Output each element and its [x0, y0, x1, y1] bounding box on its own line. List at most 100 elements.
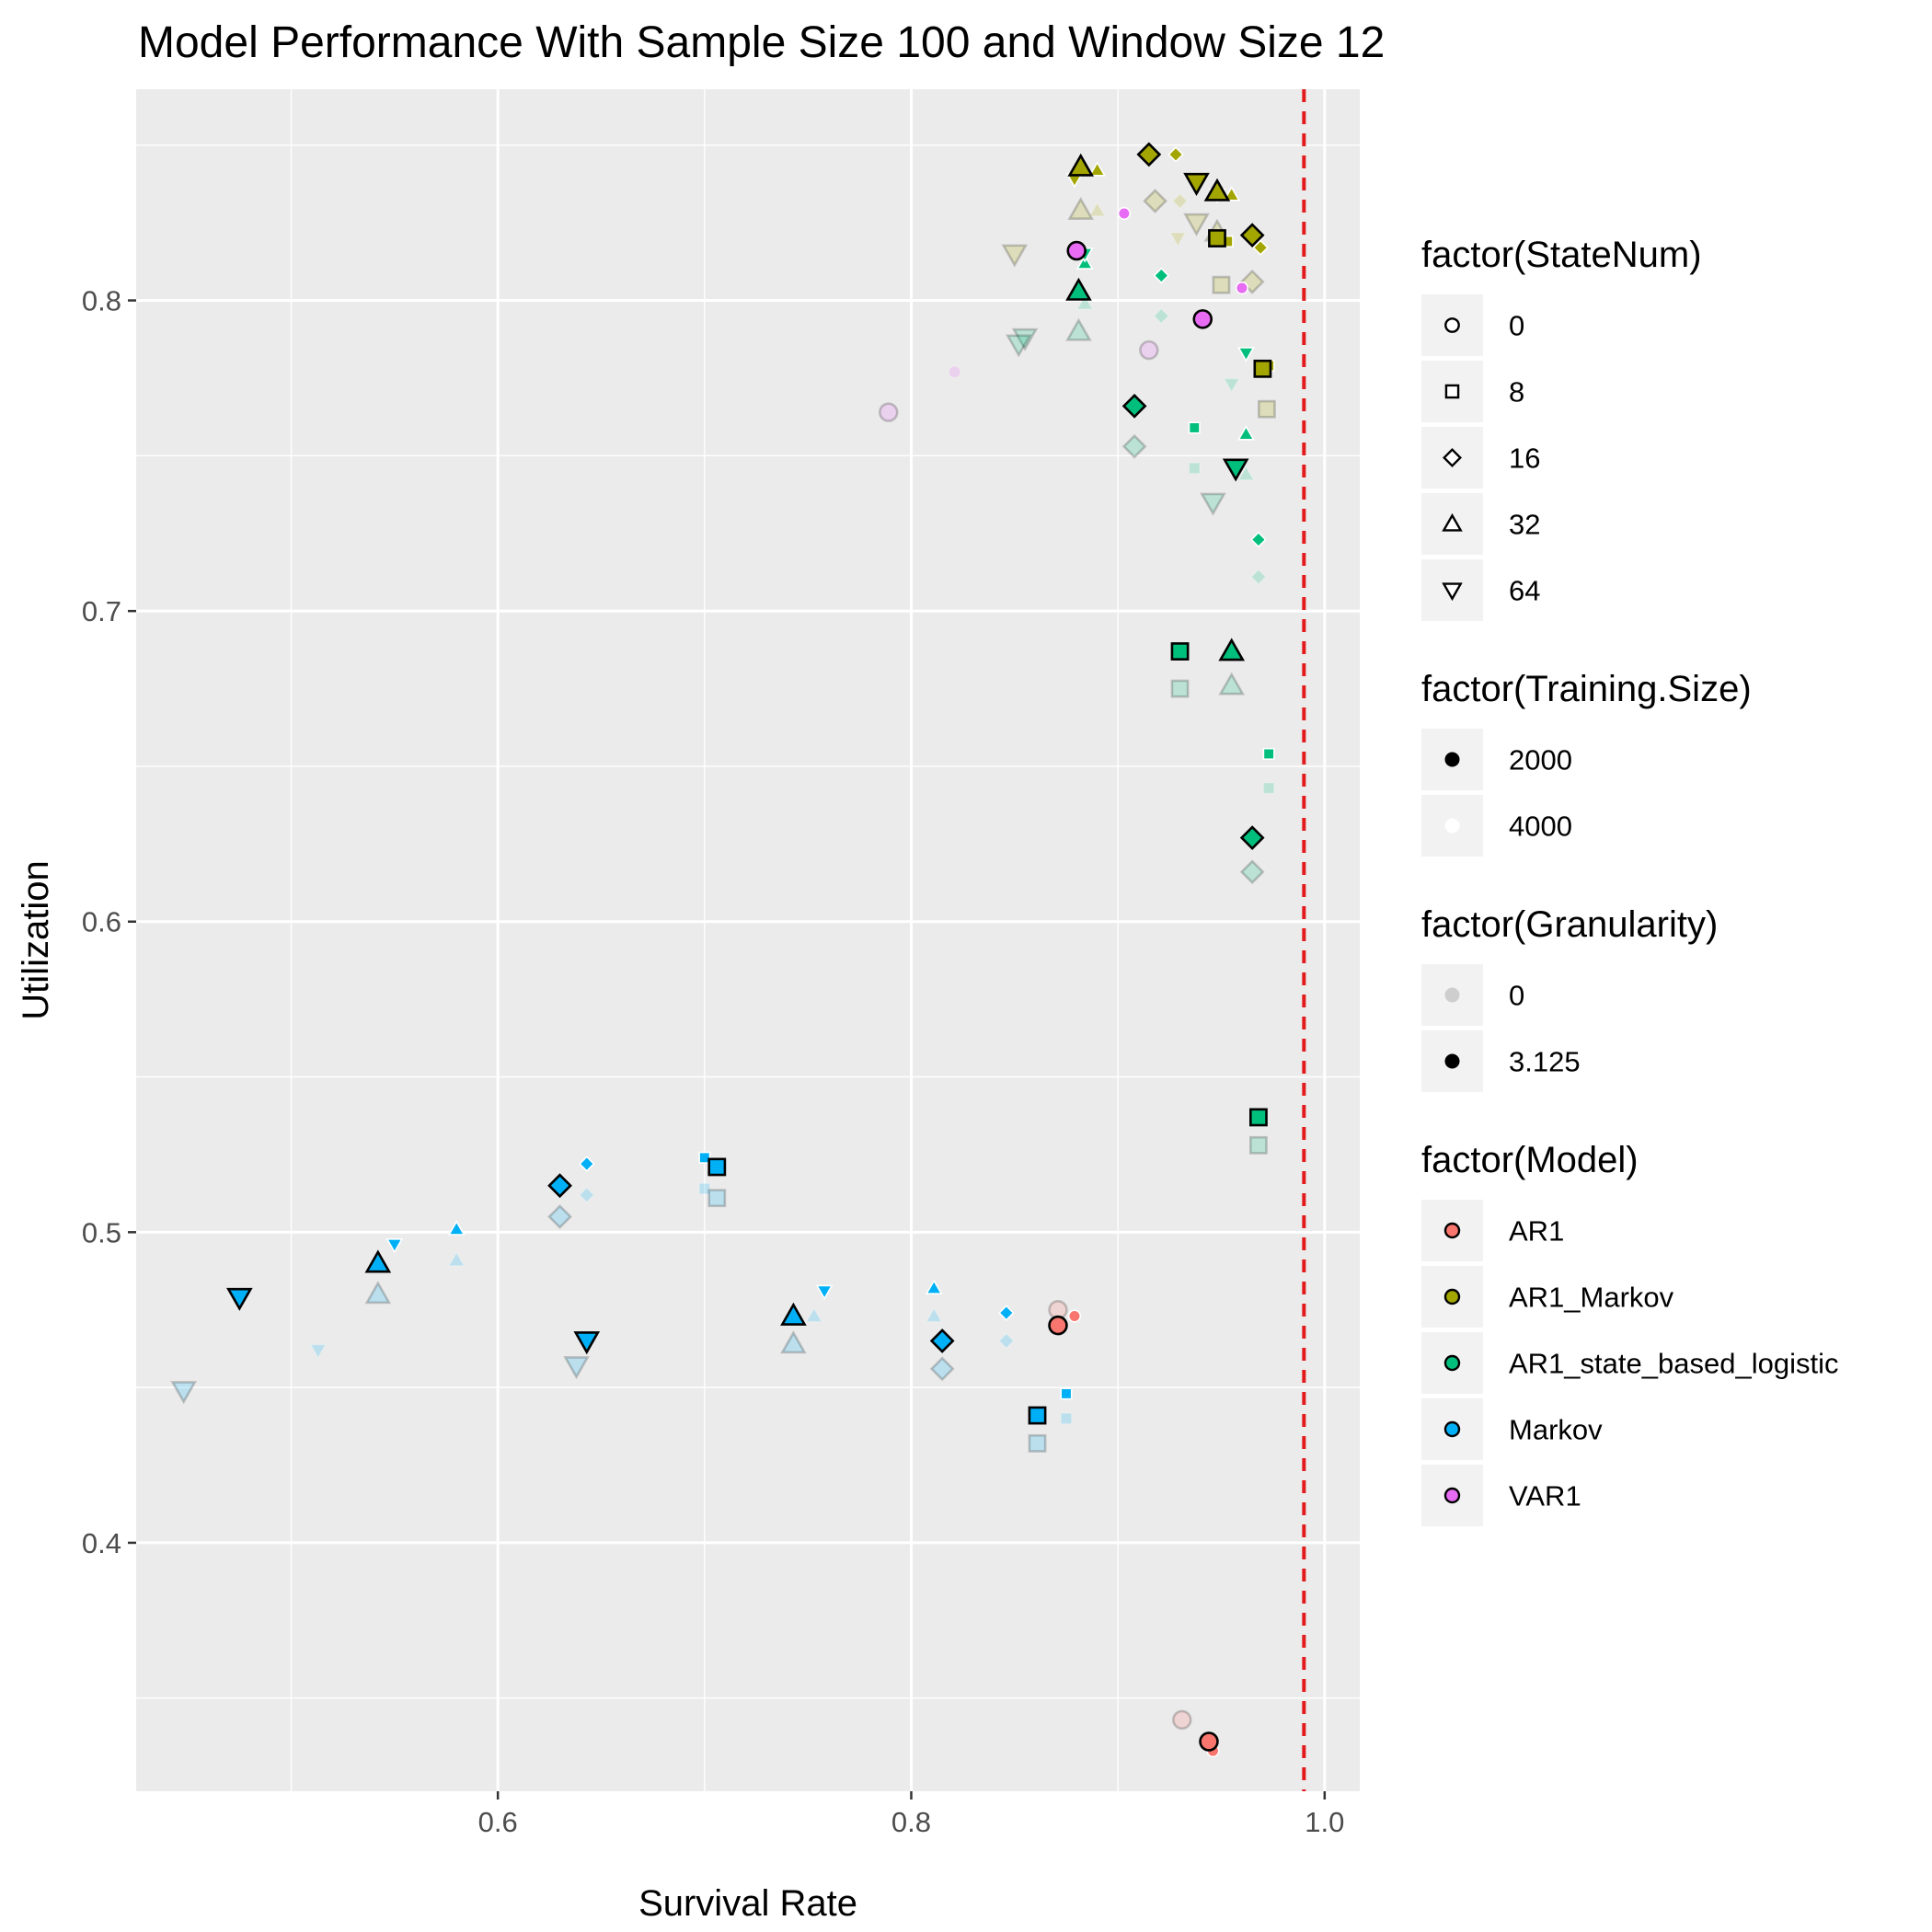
- chart-title: Model Performance With Sample Size 100 a…: [138, 18, 1385, 67]
- data-point: [578, 1156, 595, 1172]
- data-point: [447, 1220, 466, 1236]
- y-tick-label: 0.5: [82, 1216, 121, 1248]
- data-point: [1192, 309, 1213, 329]
- data-point: [1239, 223, 1265, 248]
- data-point: [1136, 142, 1162, 167]
- data-point: [1060, 1387, 1073, 1400]
- data-point: [1237, 465, 1255, 481]
- data-point: [364, 1249, 392, 1273]
- x-axis-label: Survival Rate: [638, 1883, 857, 1924]
- data-point: [1199, 1731, 1219, 1752]
- data-point: [707, 1157, 727, 1177]
- legend-swatch: [1444, 384, 1460, 399]
- data-point: [1249, 1135, 1268, 1155]
- data-point: [1188, 462, 1201, 475]
- data-point: [698, 1182, 711, 1195]
- data-point: [547, 1173, 572, 1199]
- axes: 0.6 0.8 1.0 0.4 0.5 0.6 0.7 0.8: [82, 285, 1344, 1838]
- data-point: [879, 402, 899, 422]
- data-point: [1139, 339, 1159, 361]
- x-tick-label: 0.6: [478, 1806, 518, 1838]
- data-point: [1188, 421, 1201, 434]
- legend-label: AR1_state_based_logistic: [1509, 1348, 1838, 1380]
- data-point: [1262, 747, 1275, 760]
- data-point: [1200, 492, 1226, 516]
- data-point: [997, 1332, 1015, 1350]
- data-point: [1222, 458, 1249, 482]
- legend-label: 64: [1509, 575, 1540, 607]
- plot-panel: [136, 89, 1360, 1791]
- data-point: [929, 1328, 955, 1353]
- x-tick-label: 1.0: [1305, 1806, 1344, 1838]
- data-point: [170, 1381, 197, 1405]
- grid: [136, 89, 1360, 1791]
- legend-label: 3.125: [1509, 1046, 1581, 1078]
- legend-label: 0: [1509, 310, 1524, 342]
- data-point: [309, 1343, 328, 1360]
- data-point: [1088, 161, 1107, 177]
- legend-swatch: [1444, 1053, 1460, 1069]
- data-point: [1117, 206, 1131, 221]
- legend-label: 2000: [1509, 744, 1572, 776]
- data-point: [1048, 1315, 1068, 1336]
- legend: factor(StateNum) 0 8 16 32 64 factor(Training.…: [1421, 235, 1838, 1526]
- data-point: [1066, 240, 1087, 261]
- data-point: [385, 1238, 404, 1254]
- data-point: [1249, 1108, 1268, 1127]
- data-point: [1067, 196, 1095, 221]
- legend-swatch: [1443, 1487, 1461, 1504]
- data-point: [1001, 244, 1029, 268]
- data-point: [805, 1306, 823, 1323]
- data-point: [1088, 201, 1107, 217]
- legend-swatch: [1443, 1288, 1461, 1305]
- legend-swatch: [1444, 752, 1460, 767]
- data-point: [547, 1204, 572, 1229]
- data-point: [1252, 239, 1269, 257]
- data-point: [1257, 399, 1276, 419]
- data-point: [1237, 347, 1255, 362]
- legend-swatch: [1443, 448, 1462, 467]
- data-point: [1067, 153, 1095, 177]
- y-tick-label: 0.4: [82, 1527, 121, 1559]
- data-point: [1218, 672, 1246, 696]
- data-point: [815, 1284, 834, 1301]
- data-point: [1250, 569, 1267, 585]
- data-point: [925, 1279, 943, 1294]
- data-point: [780, 1302, 807, 1326]
- data-point: [1065, 277, 1092, 301]
- legend-swatch: [1444, 317, 1460, 333]
- legend-swatch: [1443, 1354, 1461, 1372]
- data-point: [573, 1331, 601, 1355]
- legend-label: 16: [1509, 443, 1540, 475]
- data-point: [1121, 433, 1147, 459]
- data-point: [1075, 294, 1094, 310]
- legend-swatch: [1442, 512, 1463, 532]
- data-point: [1168, 232, 1187, 247]
- legend-swatch: [1444, 987, 1460, 1003]
- data-point: [698, 1151, 711, 1164]
- legend-label: 32: [1509, 509, 1540, 541]
- data-point: [925, 1306, 943, 1323]
- data-point: [1028, 1406, 1047, 1425]
- data-point: [1172, 1709, 1192, 1731]
- data-point: [1183, 172, 1210, 196]
- data-point: [1028, 1433, 1047, 1453]
- data-point: [1143, 189, 1167, 213]
- legend-title: factor(Granularity): [1421, 904, 1718, 945]
- data-point: [1170, 679, 1190, 698]
- legend-swatch: [1443, 1222, 1461, 1239]
- data-point: [1121, 393, 1147, 419]
- data-point: [1065, 317, 1092, 341]
- data-point: [226, 1287, 253, 1311]
- data-point: [1183, 213, 1210, 236]
- data-point: [1067, 1309, 1082, 1323]
- legend-label: AR1: [1509, 1215, 1564, 1248]
- y-tick-label: 0.7: [82, 595, 121, 627]
- data-points: [170, 142, 1276, 1758]
- legend-swatch: [1444, 818, 1460, 834]
- legend-swatch: [1443, 1420, 1461, 1438]
- legend-title: factor(Training.Size): [1421, 669, 1752, 709]
- data-point: [578, 1186, 595, 1203]
- legend-label: 8: [1509, 376, 1524, 408]
